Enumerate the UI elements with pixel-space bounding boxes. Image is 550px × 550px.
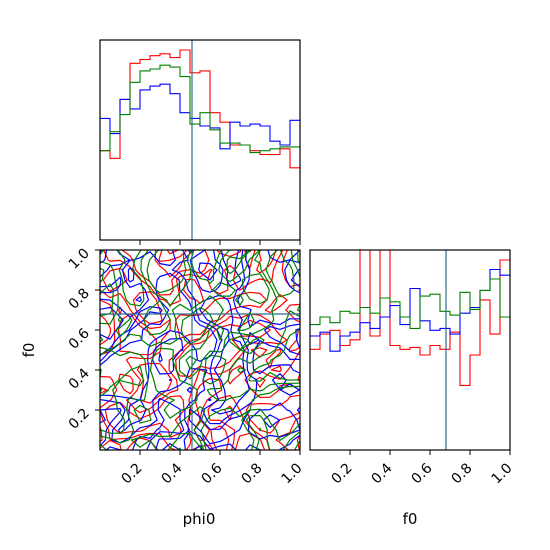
contour-ytick-label-4: 1.0 (66, 246, 93, 273)
f0-hist-xtick-label-3: 0.8 (449, 460, 476, 487)
x-axis-label-f0: f0 (403, 510, 418, 528)
x-axis-label-phi0: phi0 (183, 510, 216, 528)
phi0-hist-series-2 (100, 64, 300, 154)
phi0-hist-frame (99, 39, 301, 241)
contour-frame (99, 249, 301, 451)
contour-ytick-label-2: 0.6 (66, 325, 93, 352)
f0-hist-frame (309, 249, 511, 451)
contour-xtick-label-2: 0.6 (199, 460, 226, 487)
f0-hist-xtick-label-1: 0.4 (369, 460, 396, 487)
contour-xtick-label-1: 0.4 (159, 460, 186, 487)
y-axis-label-f0: f0 (20, 343, 38, 358)
contour-series-2 (100, 250, 300, 450)
contour-xtick-label-0: 0.2 (119, 460, 146, 487)
phi0-f0-contour-panel: 0.2 0.4 0.6 0.8 1.0 0.2 0.4 0.6 0.8 1.0 (66, 246, 306, 488)
contour-ytick-label-3: 0.8 (66, 286, 93, 313)
contour-xtick-label-4: 1.0 (279, 460, 306, 487)
f0-hist-xtick-label-0: 0.2 (329, 460, 356, 487)
contour-ytick-label-1: 0.4 (66, 365, 93, 392)
phi0-hist-series-0 (100, 49, 300, 169)
contour-xtick-label-3: 0.8 (239, 460, 266, 487)
contour-ytick-label-0: 0.2 (66, 406, 93, 433)
f0-hist-xtick-label-2: 0.6 (409, 460, 436, 487)
f0-hist-series-2 (310, 278, 510, 329)
f0-hist-series-0 (310, 250, 510, 386)
f0-histogram-panel: 0.2 0.4 0.6 0.8 1.0 (309, 249, 516, 487)
f0-hist-series-1 (310, 268, 510, 352)
phi0-histogram-panel (99, 39, 301, 245)
f0-hist-xtick-label-4: 1.0 (489, 460, 516, 487)
